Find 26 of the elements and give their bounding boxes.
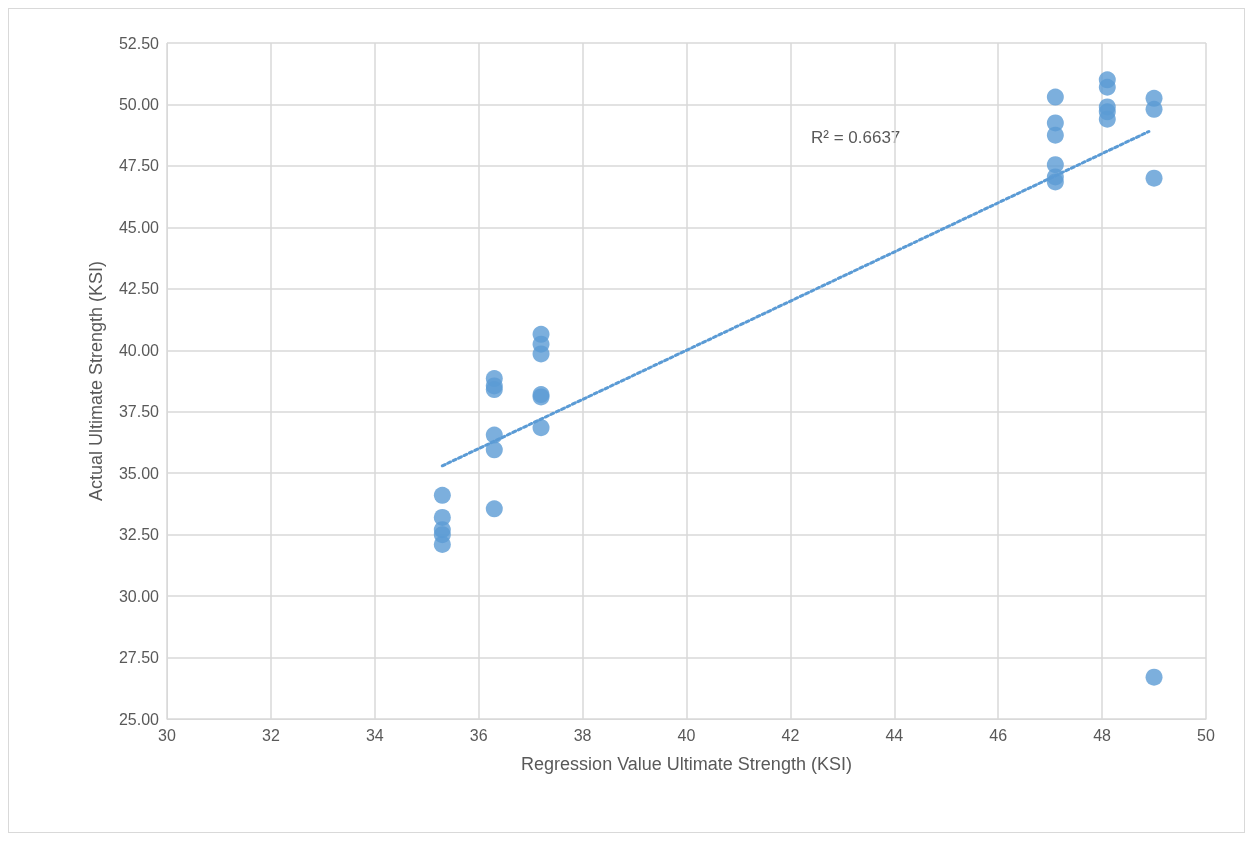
y-tick-label: 35.00: [118, 464, 160, 482]
y-tick-label: 42.50: [118, 280, 160, 298]
y-axis-title: Actual Ultimate Strength (KSI): [86, 260, 106, 502]
x-axis-title: Regression Value Ultimate Strength (KSI): [521, 754, 852, 774]
x-tick-label: 34: [365, 726, 384, 744]
x-tick-label: 42: [781, 726, 800, 744]
x-tick-label: 50: [1197, 726, 1215, 744]
y-tick-label: 50.00: [118, 95, 160, 113]
x-tick-label: 38: [573, 726, 592, 744]
y-tick-label: 52.50: [118, 34, 160, 52]
x-tick-label: 36: [469, 726, 488, 744]
annotation: R² = 0.6637: [811, 128, 901, 147]
y-tick-label: 37.50: [118, 403, 160, 421]
x-tick-label: 30: [158, 726, 176, 744]
x-tick-label: 46: [989, 726, 1008, 744]
y-tick-label: 30.00: [118, 587, 160, 605]
y-tick-label: 40.00: [118, 341, 160, 359]
x-tick-label: 40: [677, 726, 696, 744]
x-tick-label: 44: [885, 726, 904, 744]
x-tick-label: 32: [262, 726, 280, 744]
x-tick-label: 48: [1093, 726, 1112, 744]
y-tick-label: 32.50: [118, 526, 160, 544]
y-tick-label: 25.00: [118, 710, 160, 728]
y-tick-label: 47.50: [118, 157, 160, 175]
y-tick-label: 27.50: [118, 649, 160, 667]
y-tick-label: 45.00: [118, 218, 160, 236]
